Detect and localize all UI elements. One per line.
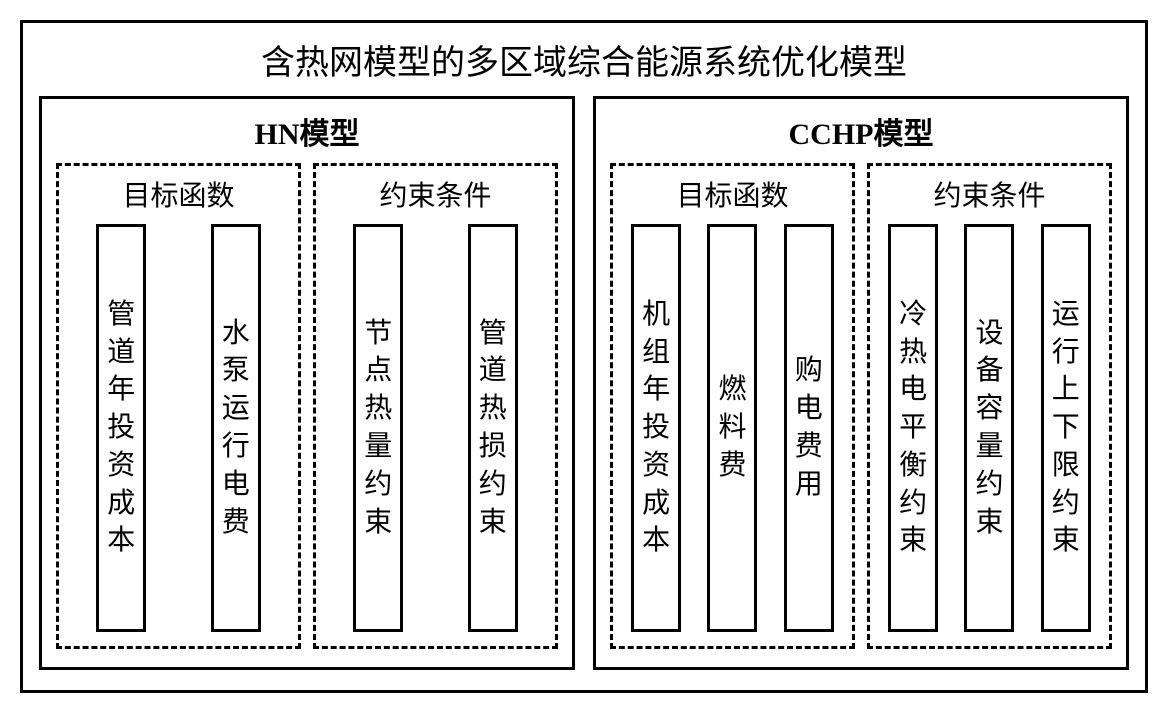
hn-constraint-title: 约束条件 <box>326 174 545 214</box>
cchp-constraint-items: 冷热电平衡约束 设备容量约束 运行上下限约束 <box>880 224 1099 632</box>
hn-objective-title: 目标函数 <box>69 174 288 214</box>
hn-constraint-group: 约束条件 节点热量约束 管道热损约束 <box>313 163 558 649</box>
cchp-constraint-title: 约束条件 <box>880 174 1099 214</box>
model-cchp: CCHP模型 目标函数 机组年投资成本 燃料费 购电费用 约束条件 冷热电平衡约… <box>593 96 1129 670</box>
cchp-con-item-1: 设备容量约束 <box>964 224 1014 632</box>
cchp-groups: 目标函数 机组年投资成本 燃料费 购电费用 约束条件 冷热电平衡约束 设备容量约… <box>610 163 1112 649</box>
cchp-con-item-0: 冷热电平衡约束 <box>888 224 938 632</box>
model-cchp-title: CCHP模型 <box>610 109 1112 153</box>
diagram-outer: 含热网模型的多区域综合能源系统优化模型 HN模型 目标函数 管道年投资成本 水泵… <box>20 20 1148 693</box>
model-hn: HN模型 目标函数 管道年投资成本 水泵运行电费 约束条件 节点热量约束 管道热… <box>39 96 575 670</box>
cchp-objective-group: 目标函数 机组年投资成本 燃料费 购电费用 <box>610 163 855 649</box>
cchp-objective-items: 机组年投资成本 燃料费 购电费用 <box>623 224 842 632</box>
hn-groups: 目标函数 管道年投资成本 水泵运行电费 约束条件 节点热量约束 管道热损约束 <box>56 163 558 649</box>
cchp-obj-item-1: 燃料费 <box>707 224 757 632</box>
models-row: HN模型 目标函数 管道年投资成本 水泵运行电费 约束条件 节点热量约束 管道热… <box>39 96 1129 670</box>
hn-objective-items: 管道年投资成本 水泵运行电费 <box>69 224 288 632</box>
cchp-obj-item-2: 购电费用 <box>784 224 834 632</box>
main-title: 含热网模型的多区域综合能源系统优化模型 <box>39 35 1129 84</box>
cchp-obj-item-0: 机组年投资成本 <box>631 224 681 632</box>
hn-con-item-0: 节点热量约束 <box>353 224 403 632</box>
hn-objective-group: 目标函数 管道年投资成本 水泵运行电费 <box>56 163 301 649</box>
model-hn-title: HN模型 <box>56 109 558 153</box>
cchp-objective-title: 目标函数 <box>623 174 842 214</box>
hn-constraint-items: 节点热量约束 管道热损约束 <box>326 224 545 632</box>
hn-obj-item-0: 管道年投资成本 <box>96 224 146 632</box>
hn-con-item-1: 管道热损约束 <box>468 224 518 632</box>
hn-obj-item-1: 水泵运行电费 <box>211 224 261 632</box>
cchp-constraint-group: 约束条件 冷热电平衡约束 设备容量约束 运行上下限约束 <box>867 163 1112 649</box>
cchp-con-item-2: 运行上下限约束 <box>1041 224 1091 632</box>
